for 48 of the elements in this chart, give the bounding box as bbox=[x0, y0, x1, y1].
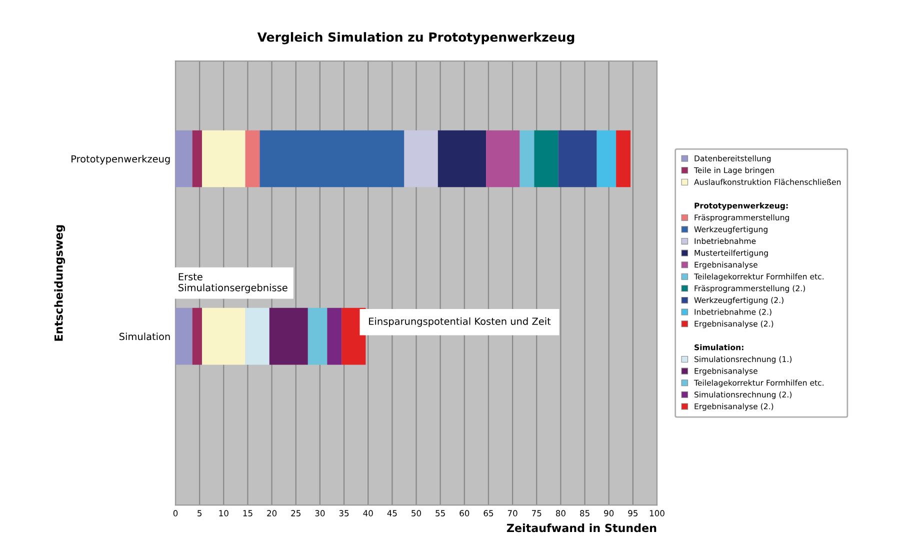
chart-title: Vergleich Simulation zu Prototypenwerkzeug bbox=[257, 32, 574, 44]
x-tick-label: 0 bbox=[173, 510, 178, 516]
x-tick-label: 95 bbox=[628, 510, 638, 516]
bar bbox=[202, 308, 246, 365]
x-tick-label: 85 bbox=[580, 510, 590, 516]
x-tick-label: 15 bbox=[243, 510, 252, 516]
bar bbox=[202, 130, 246, 188]
annotation: Einsparungspotential Kosten und Zeit bbox=[369, 317, 551, 327]
bar bbox=[176, 130, 192, 188]
x-tick-label: 10 bbox=[219, 510, 228, 516]
y-axis-title: Entscheidungsweg bbox=[54, 225, 66, 341]
x-tick-label: 55 bbox=[436, 510, 445, 516]
x-tick-label: 90 bbox=[604, 510, 614, 516]
bar bbox=[616, 130, 631, 188]
x-tick-label: 35 bbox=[339, 510, 349, 516]
bar bbox=[192, 308, 202, 365]
x-tick-label: 25 bbox=[291, 510, 300, 516]
bar bbox=[438, 130, 486, 188]
x-tick-label: 40 bbox=[363, 510, 373, 516]
x-tick-label: 80 bbox=[556, 510, 566, 516]
x-tick-label: 30 bbox=[315, 510, 325, 516]
bar bbox=[596, 130, 616, 188]
x-tick-label: 20 bbox=[267, 510, 277, 516]
annotation: Erste Simulationsergebnisse bbox=[178, 273, 288, 294]
x-tick-label: 75 bbox=[532, 510, 542, 516]
x-tick-label: 50 bbox=[412, 510, 421, 516]
bar bbox=[404, 130, 438, 188]
bar bbox=[269, 308, 308, 365]
y-tick-label: Simulation bbox=[119, 332, 170, 340]
bar bbox=[260, 130, 404, 188]
bar bbox=[308, 308, 328, 365]
x-tick-label: 60 bbox=[460, 510, 470, 516]
bar bbox=[176, 308, 192, 365]
bar bbox=[486, 130, 520, 188]
y-tick-label: Prototypenwerkzeug bbox=[72, 155, 170, 164]
x-tick-label: 70 bbox=[508, 510, 518, 516]
bar bbox=[534, 130, 558, 188]
x-tick-label: 45 bbox=[387, 510, 397, 516]
bar bbox=[327, 308, 342, 365]
x-tick-label: 100 bbox=[650, 510, 664, 516]
x-axis-title: Zeitaufwand in Stunden bbox=[506, 524, 656, 532]
bar bbox=[192, 130, 202, 188]
x-tick-label: 5 bbox=[198, 510, 202, 516]
bar bbox=[520, 130, 534, 188]
bar bbox=[558, 130, 597, 188]
bar bbox=[245, 308, 270, 365]
x-tick-label: 65 bbox=[484, 510, 494, 516]
bar bbox=[245, 130, 260, 188]
